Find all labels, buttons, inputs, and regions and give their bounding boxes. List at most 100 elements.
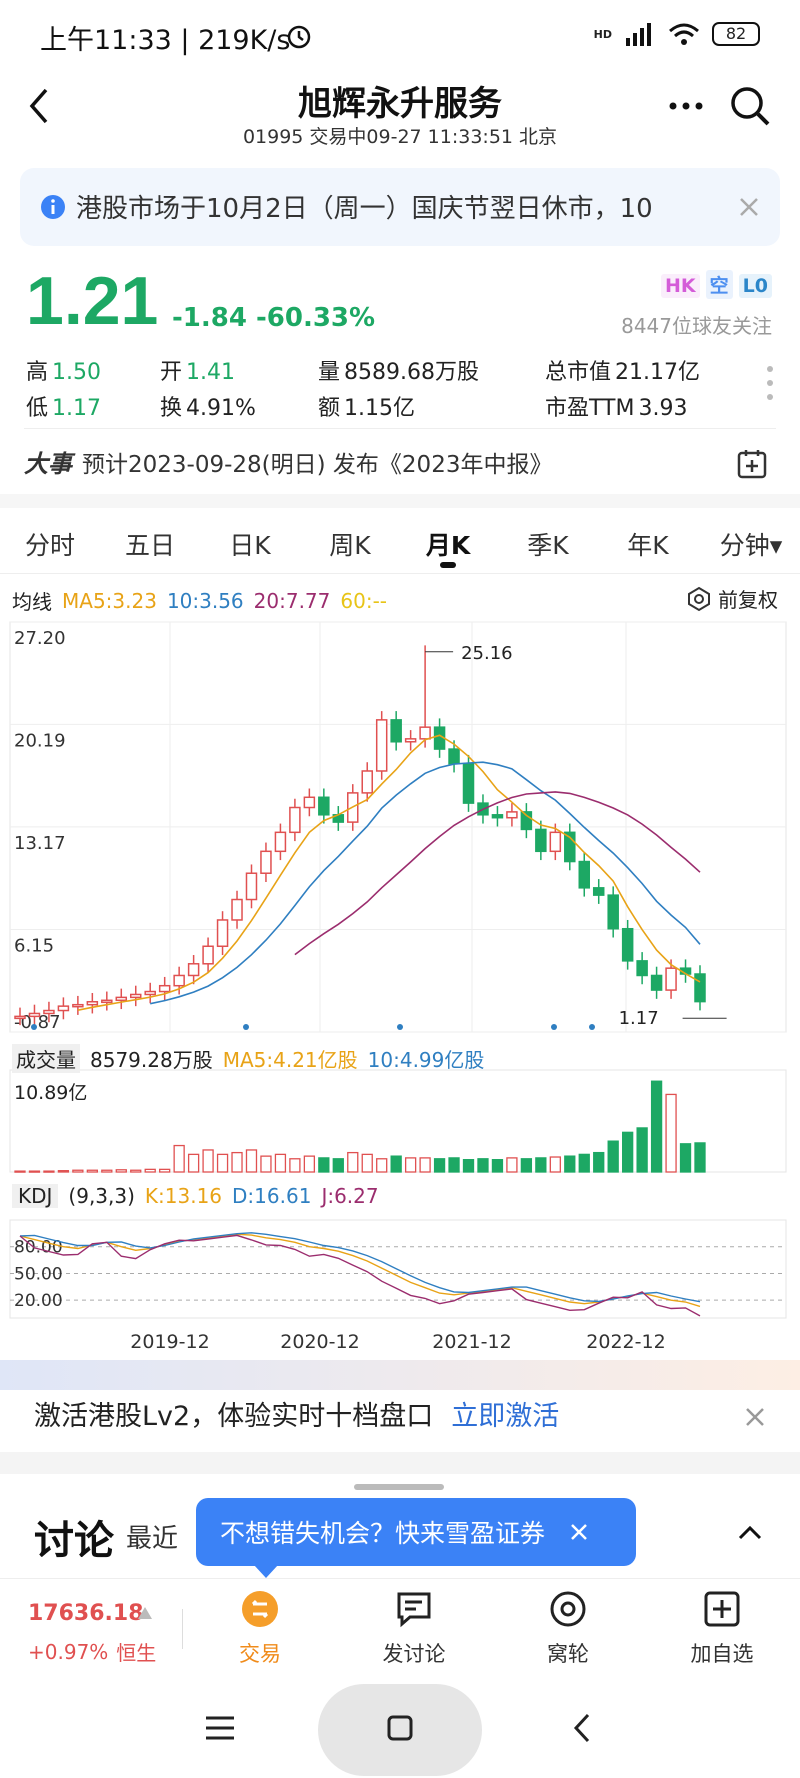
tooltip-arrow [254,1565,278,1578]
event-text: 预计2023-09-28(明日) 发布《2023年中报》 [82,451,553,478]
x-tick-label: 2022-12 [586,1331,665,1352]
volume-bar [462,1159,475,1173]
candle-body [564,831,576,863]
tab-weekly[interactable]: 周K [329,531,371,560]
close-icon[interactable] [738,196,760,218]
candle-body [535,828,547,853]
candle-body [202,945,214,965]
tooltip-close-icon[interactable] [569,1522,589,1542]
adjust-label: 前复权 [718,588,778,612]
volume-bar [28,1170,41,1173]
battery-icon: 82 [712,22,760,46]
volume-bar [231,1151,243,1173]
volume-value: 8579.28万股 [90,1048,213,1072]
volume-bar [535,1157,547,1173]
lv2-banner[interactable]: 激活港股Lv2，体验实时十档盘口 立即激活 [0,1360,800,1450]
kdj-d: D:16.61 [232,1184,312,1208]
home-pill[interactable] [318,1684,482,1776]
warrant-icon [550,1591,586,1627]
volume-bar [332,1158,344,1173]
discussion-sort[interactable]: 最近 [126,1524,179,1554]
nav-back-icon[interactable] [572,1712,592,1744]
candle-body [144,990,156,996]
activate-link[interactable]: 立即激活 [451,1401,560,1432]
y-tick-label: 20.19 [14,730,66,751]
banner-content: 激活港股Lv2，体验实时十档盘口 立即激活 [34,1394,559,1433]
tab-yearly[interactable]: 年K [627,531,669,560]
post-button[interactable]: 发讨论 [354,1589,474,1668]
volume-bar [636,1127,648,1173]
triangle-up-icon [138,1607,152,1619]
candle-body [375,719,388,772]
watchlist-label: 加自选 [690,1642,754,1666]
volume-bar [376,1158,388,1173]
index-name: 恒生 [116,1641,157,1665]
candle-body [592,887,605,896]
volume-bar [679,1143,692,1173]
candle-body [101,999,113,1004]
tab-daily[interactable]: 日K [229,531,271,560]
stat-pe: 市盈TTM 3.93 [545,396,688,421]
candle-body [636,960,648,977]
tab-monthly[interactable]: 月K [425,531,471,560]
candle-body [289,806,301,834]
candle-body [650,974,663,991]
candle-body [462,762,475,804]
kdj-panel-frame [9,1219,787,1319]
stat-high: 高 1.50 [26,360,101,385]
promo-tooltip[interactable]: 不想错失机会？快来雪盈证券 [196,1498,636,1566]
stock-subtitle: 01995 交易中09-27 11:33:51 北京 [242,126,558,148]
volume-bar [404,1157,417,1173]
index-value[interactable]: 17636.18 [28,1601,144,1626]
more-icon[interactable] [668,100,704,112]
tab-intraday[interactable]: 分时 [24,531,75,560]
price-change: -1.84 -60.33% [172,303,376,333]
search-icon[interactable] [728,84,772,128]
candle-body [245,872,258,901]
volume-bar [549,1156,561,1173]
candle-body [129,993,142,999]
banner-text: 激活港股Lv2，体验实时十档盘口 [34,1401,434,1432]
tab-minute[interactable]: 分钟▾ [719,531,783,560]
max-label: 25.16 [461,643,513,664]
kline-chart[interactable]: 27.2020.1913.176.15-0.8725.161.1780.0050… [0,612,800,1352]
tab-five-day[interactable]: 五日 [124,531,175,560]
discussion-title: 讨论 [34,1518,114,1564]
trade-icon [242,1591,278,1627]
watchlist-button[interactable]: 加自选 [662,1589,782,1668]
event-row[interactable]: 大事 预计2023-09-28(明日) 发布《2023年中报》 [24,444,552,479]
adjust-toggle[interactable]: 前复权 [686,584,778,613]
volume-bar [578,1153,590,1173]
tag-short: 空 [705,270,733,299]
home-icon[interactable] [386,1714,414,1742]
volume-bar [159,1168,171,1173]
expand-dots-icon[interactable] [766,365,774,401]
banner-close-icon[interactable] [744,1406,766,1428]
volume-bar [694,1142,706,1173]
back-icon[interactable] [24,86,54,126]
banner-strip [0,1360,800,1390]
chevron-up-icon[interactable] [736,1522,764,1542]
post-label: 发讨论 [382,1642,446,1666]
volume-bar [130,1169,142,1173]
volume-bar [43,1170,55,1173]
tab-quarterly[interactable]: 季K [527,531,569,560]
volume-bar [361,1153,373,1173]
hd-label: HD [593,27,612,41]
volume-ma5: MA5:4.21亿股 [222,1048,358,1072]
menu-icon[interactable] [204,1714,236,1742]
candle-body [361,770,373,794]
candle-body [578,860,591,889]
candle-body [158,984,171,993]
drag-handle[interactable] [354,1484,444,1490]
kdj-params: (9,3,3) [68,1184,135,1208]
kline-tabs: 分时 五日 日K 周K 月K 季K 年K 分钟▾ [0,516,800,574]
volume-bar [86,1169,98,1173]
volume-bar [303,1155,316,1173]
warrant-button[interactable]: 窝轮 [508,1589,628,1668]
trade-button[interactable]: 交易 [200,1589,320,1668]
kdj-legend: KDJ (9,3,3) K:13.16 D:16.61 J:6.27 [12,1184,379,1208]
volume-bar [622,1131,634,1173]
calendar-add-icon[interactable] [736,448,768,480]
market-notice[interactable]: 港股市场于10月2日（周一）国庆节翌日休市，10 [20,168,780,246]
